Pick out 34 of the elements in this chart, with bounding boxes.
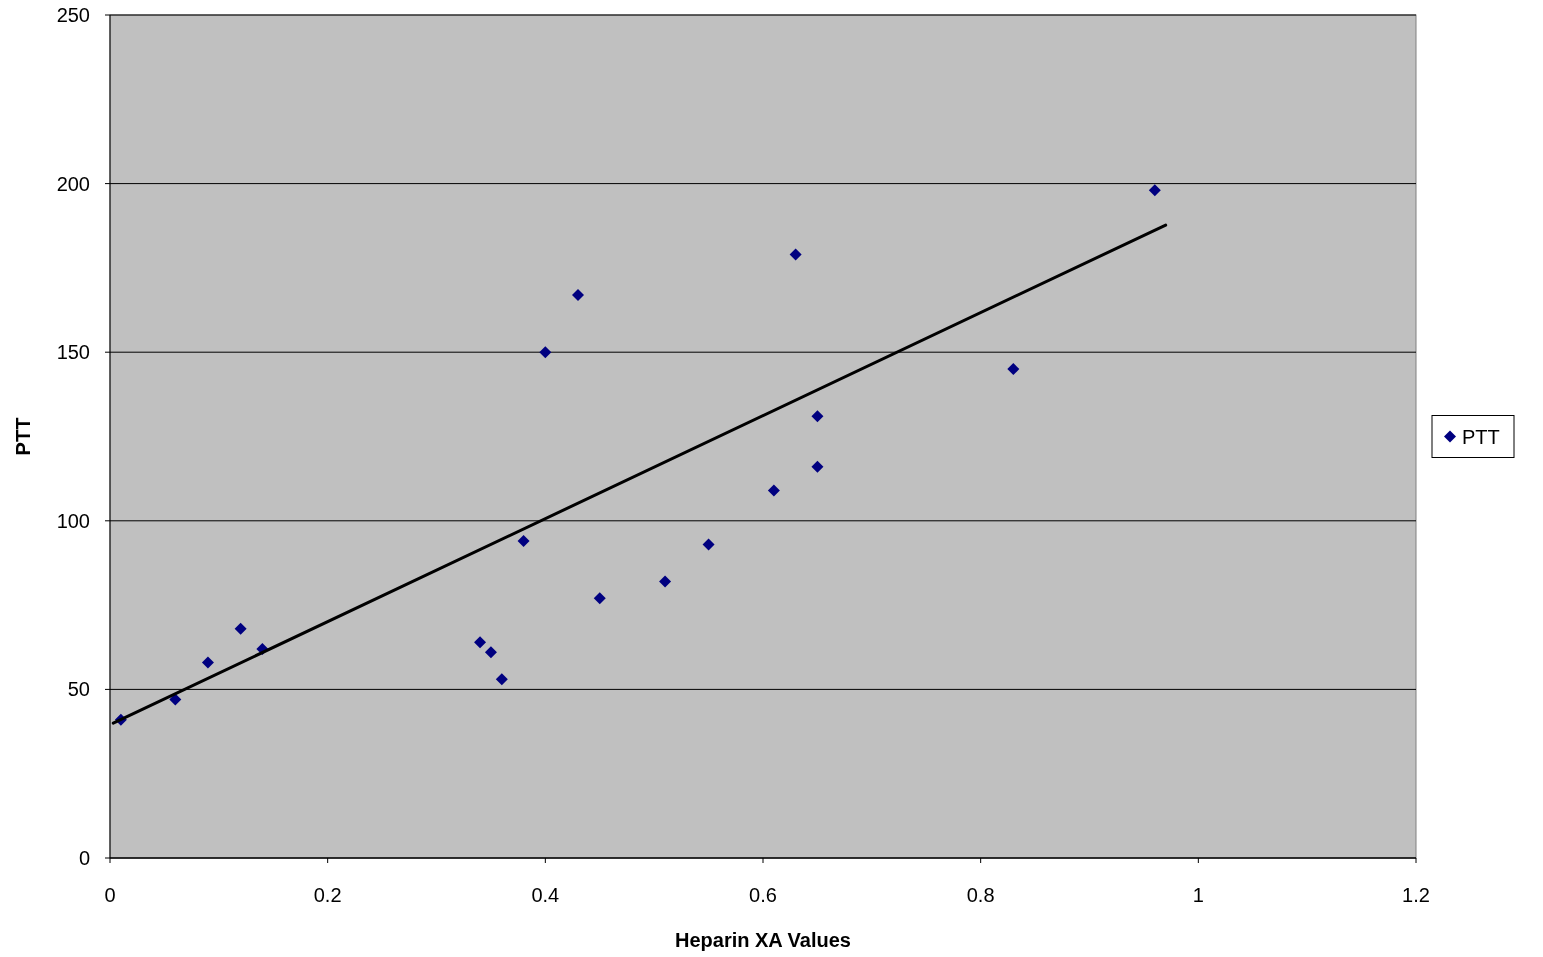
point [169,693,182,706]
point [659,575,672,588]
x-tick-label: 0.4 [531,884,560,906]
point [811,410,824,423]
point [539,346,552,359]
y-tick-label: 200 [56,172,90,195]
point [1007,363,1020,376]
point [484,646,497,659]
x-axis-title: Heparin XA Values [675,929,851,951]
x-tick-label: 0.6 [749,884,777,906]
point [789,248,802,261]
point [702,538,715,551]
point [495,673,508,686]
y-tick-label: 100 [56,509,90,532]
x-tick-label: 1.2 [1402,884,1430,906]
point [811,460,824,473]
y-tick-label: 150 [56,341,90,364]
x-tick-label: 1 [1192,884,1204,906]
point [474,636,487,649]
x-tick-label: 0.8 [966,884,995,906]
y-tick-label: 0 [78,847,90,869]
y-tick-label: 50 [67,678,90,701]
point [517,535,530,548]
x-tick-label: 0.2 [313,884,342,906]
point [1148,184,1161,197]
y-tick-label: 250 [56,4,90,26]
point [234,622,247,635]
point [593,592,606,605]
point [571,288,584,301]
x-tick-label: 0 [104,884,116,906]
y-axis-title: PTT [12,417,34,456]
point [767,484,780,497]
point [201,656,214,669]
legend-label: PTT [1462,425,1500,448]
